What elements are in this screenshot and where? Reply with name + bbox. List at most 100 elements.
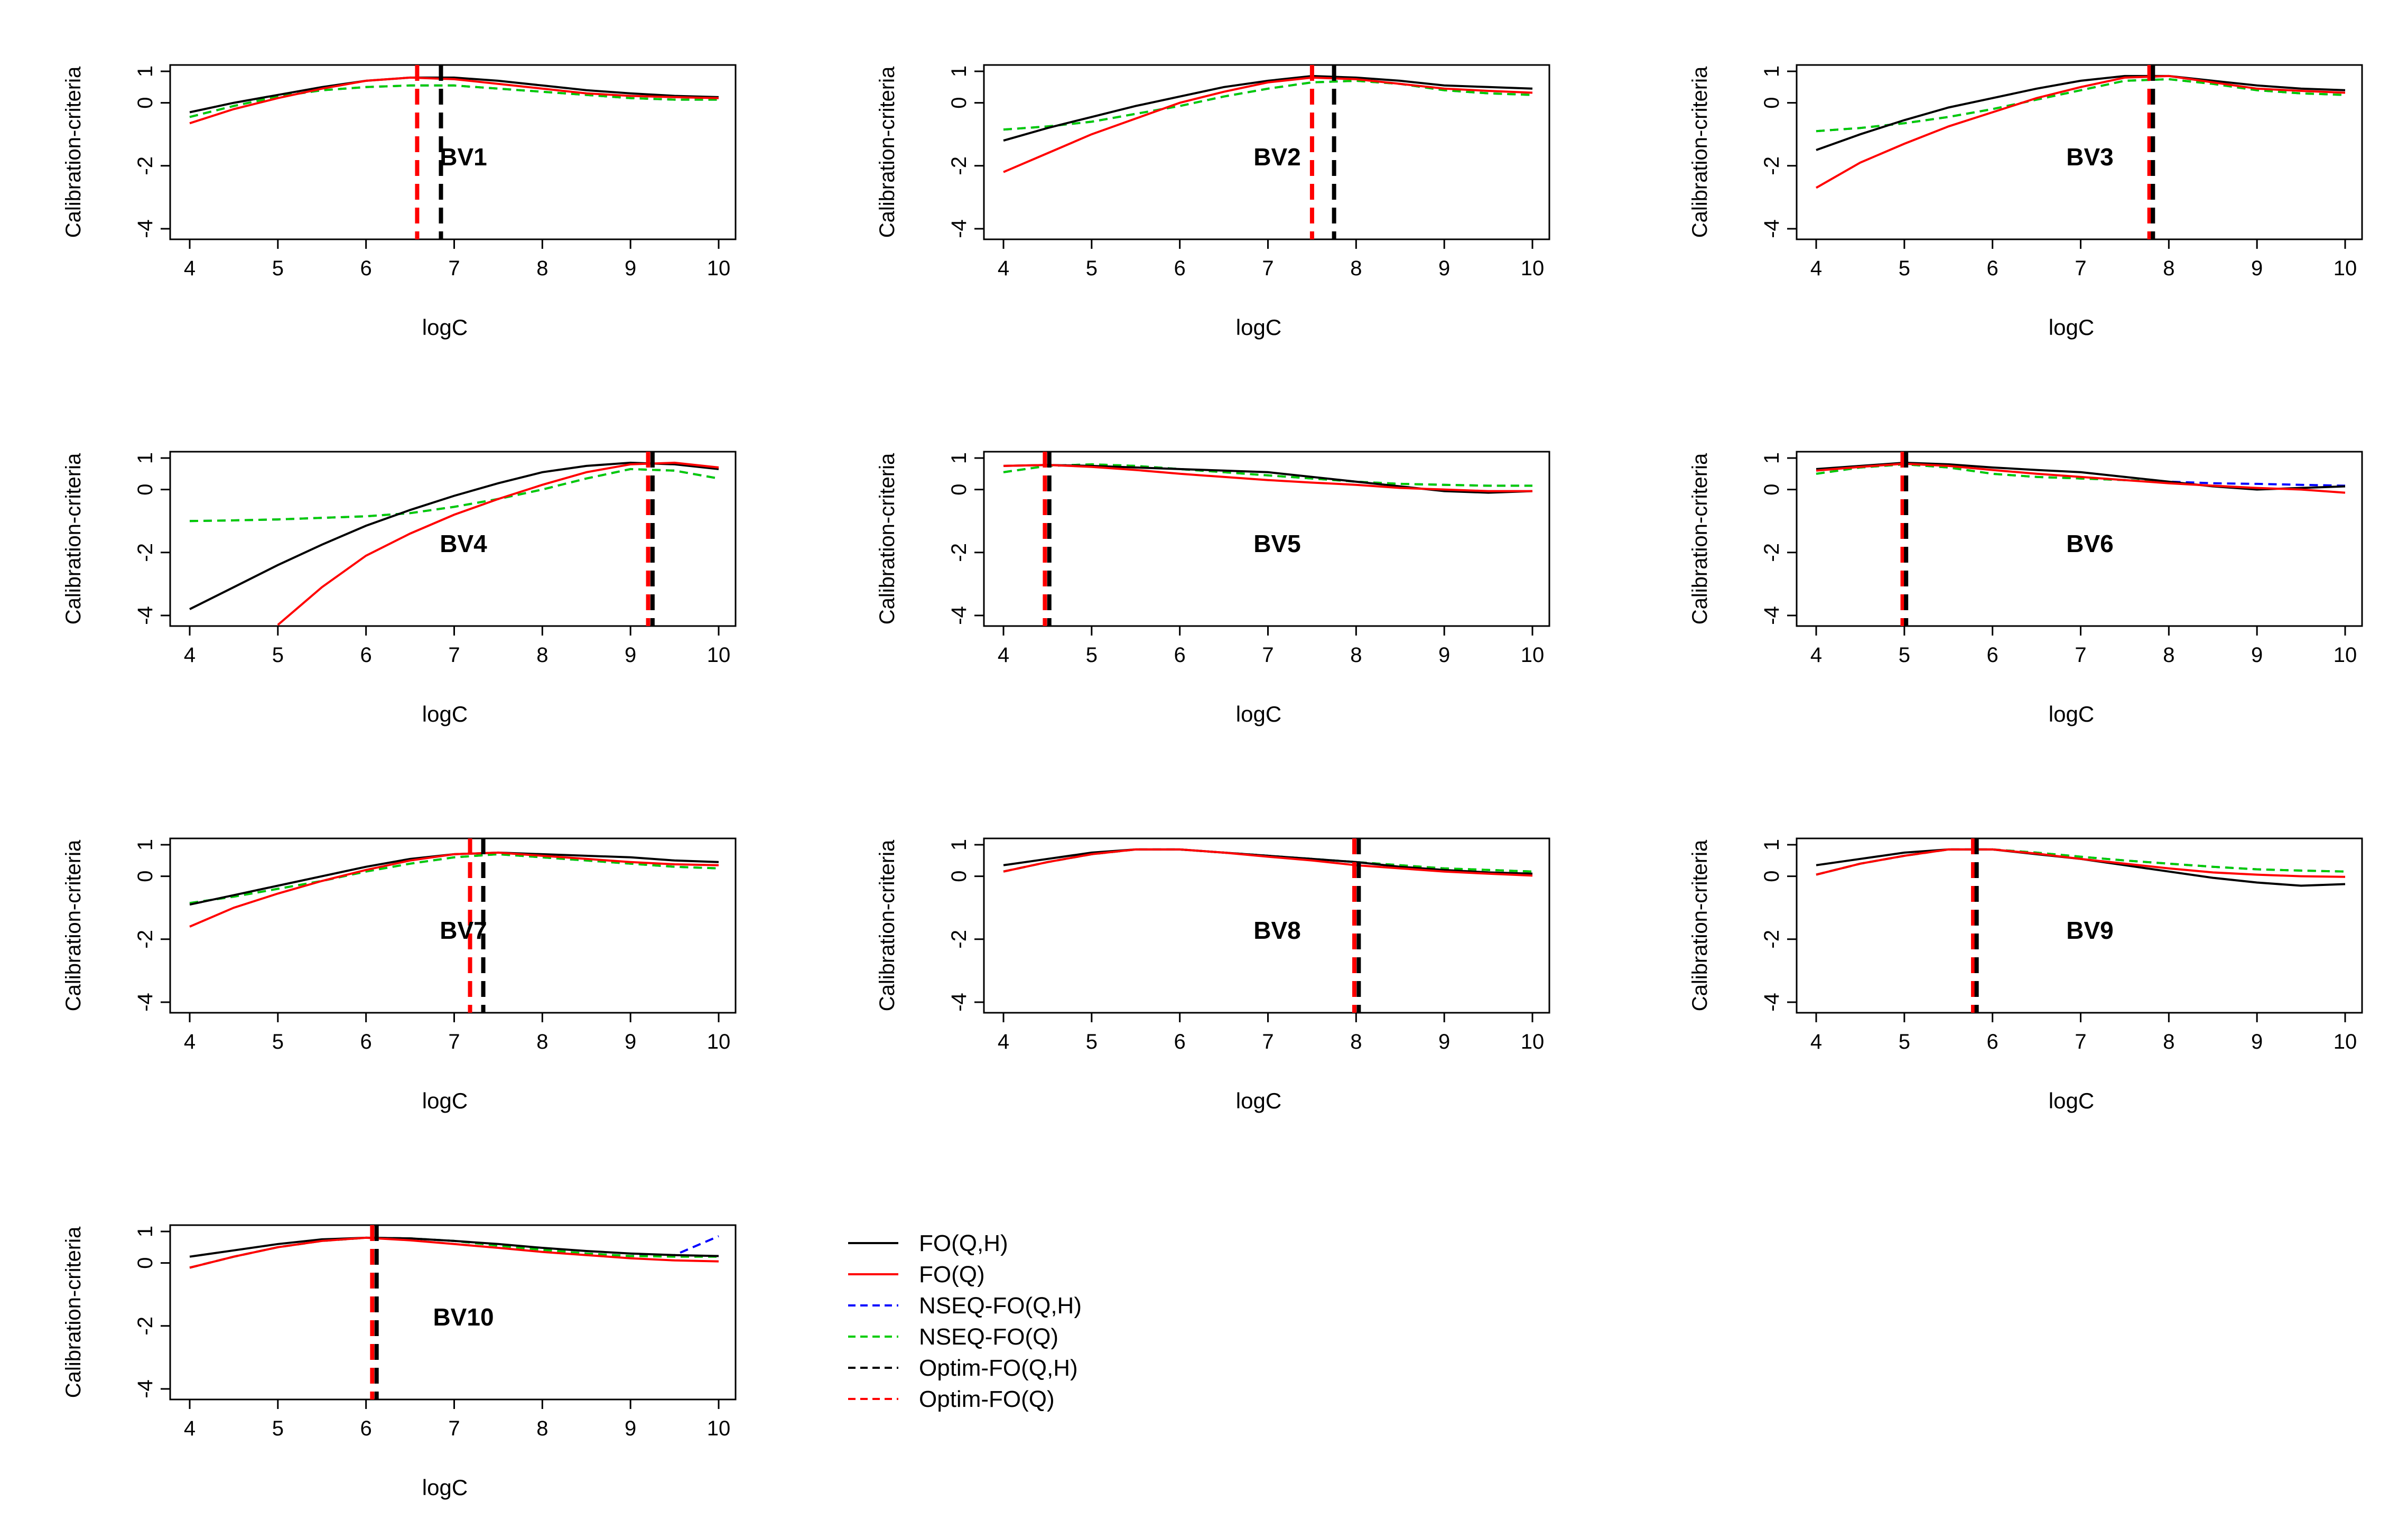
panel-label: BV7 [440,917,487,944]
series-group [1003,848,1533,877]
legend-label-nseq-fo-q-h: NSEQ-FO(Q,H) [919,1293,1082,1319]
panel-bv9: 4 5 6 7 8 9 10 -4 -2 0 1 logC Calibration-criteria BV… [1688,837,2363,1113]
x-axis-title: logC [1236,702,1281,726]
y-tick-label: 0 [134,483,157,495]
x-tick-label: 4 [1810,257,1822,280]
panel-label: BV1 [440,143,487,171]
y-tick-label: -4 [947,606,971,625]
x-tick-label: 9 [625,643,636,667]
x-axis-title: logC [422,315,468,340]
x-tick-label: 6 [1987,643,1998,667]
series-line-nseq-fo-q [189,1236,719,1269]
plot-frame [169,64,737,240]
x-tick-label: 10 [707,643,731,667]
x-tick-label: 5 [1086,257,1098,280]
series-line-nseq-fo-q [1003,848,1533,873]
x-axis-title: logC [1236,315,1281,340]
y-tick-label: -2 [947,930,971,949]
plot-frame [1796,837,2363,1014]
series-line-nseq-fo-q [1003,463,1532,487]
panel-label: BV5 [1253,530,1300,557]
x-tick-label: 8 [536,643,548,667]
y-tick-label: -2 [1760,930,1783,949]
plot-frame [1796,64,2363,240]
series-line-nseq-fo-q [189,468,719,522]
x-tick-label: 9 [625,1417,636,1440]
series-line-fo-q [1003,76,1533,173]
series-line-fo-q-h [189,1236,719,1258]
y-tick-label: -2 [134,930,157,949]
x-tick-label: 6 [1174,1030,1186,1053]
y-tick-label: 1 [947,452,971,464]
legend-label-fo-q-h: FO(Q,H) [919,1230,1008,1256]
x-tick-label: 10 [2334,1030,2357,1053]
x-tick-label: 4 [184,643,196,667]
x-tick-label: 5 [1899,1030,1910,1053]
plot-frame [983,451,1550,627]
series-line-fo-q [189,76,719,125]
x-tick-label: 5 [1086,1030,1098,1053]
x-axis-title: logC [422,702,468,726]
y-tick-label: -4 [947,993,971,1012]
x-tick-label: 6 [1987,257,1998,280]
x-tick-label: 9 [2251,1030,2263,1053]
series-group [1816,461,2346,494]
panel-label: BV8 [1253,917,1300,944]
panel-bv6: 4 5 6 7 8 9 10 -4 -2 0 1 logC Calibration-criteria BV… [1688,451,2363,726]
series-group [1816,74,2346,189]
series-line-nseq-fo-q [1816,78,2346,133]
y-tick-label: 0 [134,1257,157,1268]
y-tick-label: -2 [1760,156,1783,175]
x-tick-label: 10 [1521,257,1545,280]
panel-label: BV2 [1253,143,1300,171]
series-group [189,1235,719,1269]
x-tick-label: 10 [707,257,731,280]
x-tick-label: 9 [1438,1030,1450,1053]
series-group [1816,848,2346,887]
x-tick-label: 7 [448,643,460,667]
series-line-fo-q-h [1816,74,2346,151]
series-group [189,851,719,928]
y-tick-label: 0 [1760,483,1783,495]
x-tick-label: 4 [1810,643,1822,667]
x-tick-label: 7 [448,1030,460,1053]
x-tick-label: 5 [1086,643,1098,667]
legend-label-nseq-fo-q: NSEQ-FO(Q) [919,1324,1058,1350]
y-tick-label: 1 [947,66,971,77]
series-line-nseq-fo-q [189,853,719,904]
x-tick-label: 10 [1521,1030,1545,1053]
y-tick-label: 0 [1760,870,1783,882]
series-line-fo-q [277,461,719,626]
series-line-fo-q [1816,74,2346,189]
y-axis-title: Calibration-criteria [62,453,85,624]
panel-label: BV3 [2066,143,2113,171]
x-tick-label: 7 [2075,643,2086,667]
panel-bv2: 4 5 6 7 8 9 10 -4 -2 0 1 logC Calibration-criteria BV… [876,64,1550,340]
x-tick-label: 7 [1262,643,1273,667]
y-tick-label: 1 [134,839,157,851]
x-tick-label: 8 [2163,643,2174,667]
panel-bv10: 4 5 6 7 8 9 10 -4 -2 0 1 logC Calibration-criteria BV… [62,1224,737,1500]
y-tick-label: -4 [1760,606,1783,625]
x-tick-label: 6 [360,1030,372,1053]
y-tick-label: -2 [134,543,157,562]
x-tick-label: 4 [998,1030,1009,1053]
x-tick-label: 10 [2334,643,2357,667]
x-tick-label: 7 [2075,1030,2086,1053]
plot-frame [169,451,737,627]
series-line-fo-q-h [189,461,719,610]
x-tick-label: 6 [360,1417,372,1440]
series-line-nseq-fo-q [1003,79,1533,131]
y-tick-label: 1 [1760,839,1783,851]
y-axis-title: Calibration-criteria [62,66,85,238]
series-line-fo-q-h [1003,848,1533,875]
x-tick-label: 7 [2075,257,2086,280]
x-tick-label: 10 [707,1030,731,1053]
plot-frame [169,837,737,1014]
legend: FO(Q,H) FO(Q) NSEQ-FO(Q,H) NSEQ-FO(Q) Optim-… [848,1230,1082,1412]
series-line-nseq-fo-q-h [1003,848,1533,873]
panel-bv1: 4 5 6 7 8 9 10 -4 -2 0 1 logC Calibration-criteria BV… [62,64,737,340]
panel-bv8: 4 5 6 7 8 9 10 -4 -2 0 1 logC Calibration-criteria BV… [876,837,1550,1113]
x-tick-label: 7 [1262,1030,1273,1053]
